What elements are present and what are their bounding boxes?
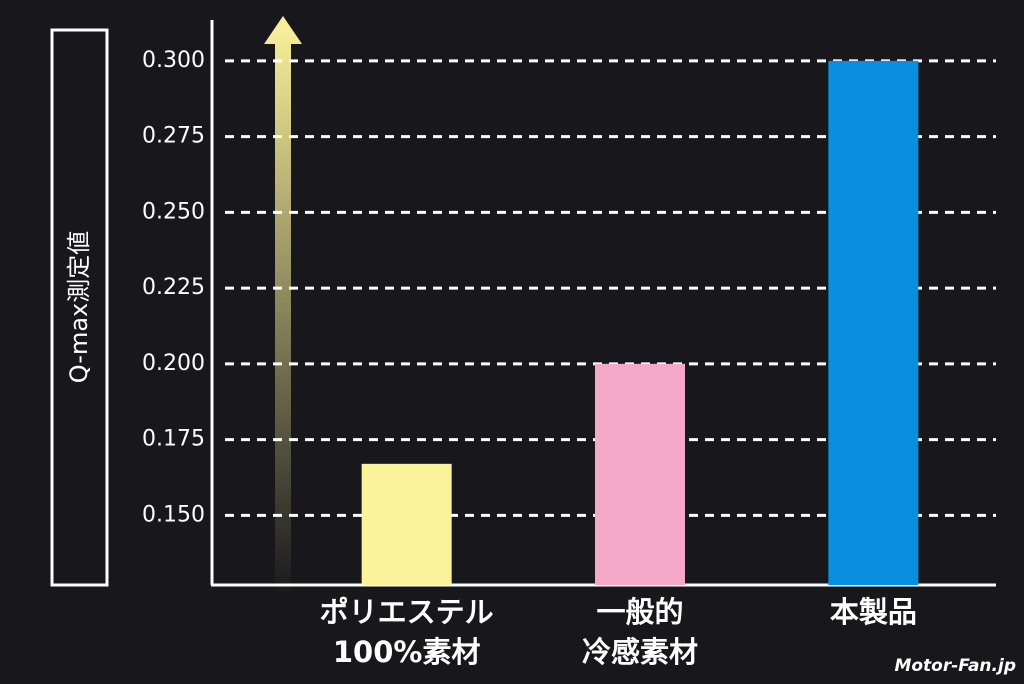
bar	[595, 363, 685, 585]
y-axis-label: Q-max測定値	[65, 231, 93, 384]
watermark: Motor-Fan.jp	[894, 656, 1016, 676]
x-tick-label: 一般的 冷感素材	[581, 595, 698, 669]
y-tick-label: 0.275	[142, 124, 205, 149]
x-tick-label: ポリエステル 100%素材	[319, 595, 494, 669]
bar	[361, 463, 452, 585]
y-tick-label: 0.225	[142, 275, 205, 300]
y-tick-label: 0.150	[142, 502, 205, 527]
x-tick-label: 本製品	[829, 595, 917, 629]
y-tick-label: 0.250	[142, 199, 205, 224]
bar	[828, 60, 919, 585]
y-tick-label: 0.175	[142, 427, 205, 452]
y-tick-label: 0.200	[142, 351, 205, 376]
y-label-box	[50, 28, 109, 587]
y-tick-label: 0.300	[142, 48, 205, 73]
arrow	[264, 16, 302, 600]
